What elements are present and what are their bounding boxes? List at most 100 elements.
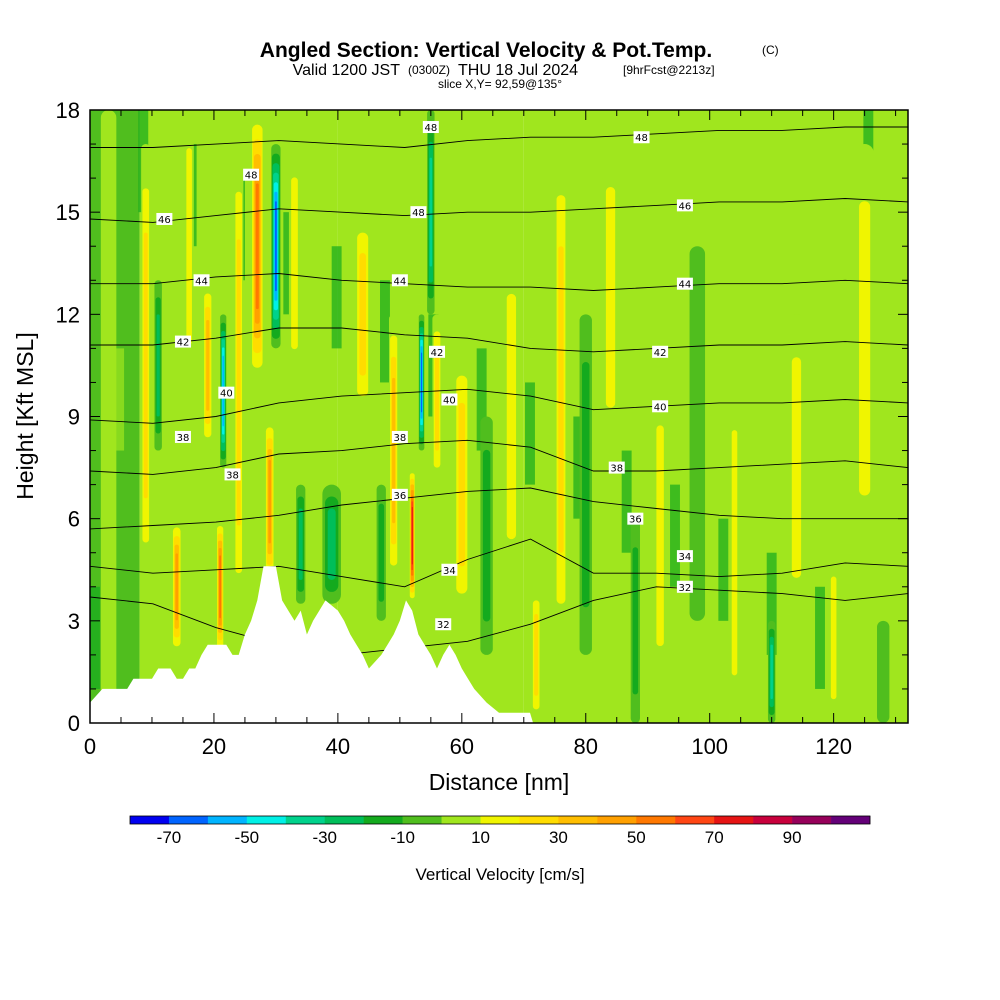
- colorbar-swatch: [675, 816, 715, 824]
- isoline-label-text: 42: [654, 348, 667, 359]
- velocity-cell: [877, 620, 890, 723]
- velocity-cell: [420, 352, 423, 413]
- isoline-label: 46: [676, 199, 693, 212]
- velocity-cell: [156, 314, 160, 417]
- velocity-streak: [766, 552, 777, 655]
- isoline-label-text: 36: [393, 491, 406, 502]
- y-tick-label: 9: [68, 405, 80, 430]
- velocity-cell: [770, 644, 773, 700]
- chart-title: Angled Section: Vertical Velocity & Pot.…: [260, 39, 712, 62]
- isoline-label: 48: [243, 168, 260, 182]
- isoline-label: 36: [391, 488, 408, 502]
- valid-z: (0300Z): [408, 63, 450, 77]
- y-tick-labels: 0 3 6 9 12 15 18: [56, 98, 80, 736]
- colorbar-swatch: [831, 816, 871, 824]
- velocity-cell: [458, 402, 466, 567]
- isoline-label: 40: [441, 393, 458, 406]
- isoline-label-bg: [410, 206, 427, 219]
- valid-prefix: Valid 1200 JST: [293, 62, 401, 79]
- x-tick-label: 20: [202, 734, 226, 759]
- x-tick-label: 80: [574, 734, 598, 759]
- isoline-label-text: 48: [635, 133, 648, 144]
- x-tick-label: 120: [815, 734, 852, 759]
- isoline-label: 34: [441, 563, 458, 577]
- velocity-streak: [742, 280, 753, 383]
- isoline-label-text: 44: [679, 280, 692, 291]
- isoline-label: 32: [435, 618, 452, 631]
- colorbar-swatch: [753, 816, 793, 824]
- isoline-label-text: 34: [443, 566, 456, 577]
- isoline-label-bg: [435, 618, 452, 631]
- velocity-streak: [283, 212, 294, 315]
- colorbar-swatch: [792, 816, 832, 824]
- velocity-streak: [162, 382, 173, 485]
- velocity-cell: [731, 430, 738, 676]
- chart-title-unit: (C): [762, 43, 779, 57]
- velocity-streak: [525, 382, 535, 485]
- theta-isolines: [90, 126, 908, 656]
- isoline-label: 40: [218, 386, 235, 400]
- colorbar-tick-label: 30: [549, 828, 568, 847]
- velocity-streak: [549, 144, 560, 247]
- isoline-label-text: 38: [393, 433, 406, 444]
- isoline-label: 32: [676, 580, 693, 594]
- isoline-label-bg: [224, 468, 241, 481]
- velocity-streak: [114, 348, 125, 451]
- velocity-streak: [331, 246, 342, 349]
- isoline-label-bg: [429, 345, 446, 358]
- isoline-label: 36: [627, 512, 644, 526]
- velocity-streak: [380, 280, 390, 383]
- isoline-44: [90, 273, 908, 291]
- y-tick-label: 12: [56, 302, 80, 327]
- velocity-cell: [378, 503, 385, 602]
- velocity-cell: [206, 320, 210, 411]
- y-tick-label: 3: [68, 609, 80, 634]
- isoline-48: [90, 126, 908, 148]
- x-tick-label: 40: [326, 734, 350, 759]
- isoline-label-bg: [676, 199, 693, 212]
- colorbar-swatch: [558, 816, 598, 824]
- colorbar-swatch: [402, 816, 442, 824]
- isoline-label-bg: [391, 430, 408, 443]
- velocity-features: [100, 110, 890, 723]
- velocity-cell: [274, 201, 277, 292]
- colorbar-frame: [129, 815, 871, 825]
- velocity-cell: [582, 362, 590, 608]
- isoline-label: 40: [652, 400, 669, 413]
- isoline-label: 44: [391, 274, 408, 287]
- colorbar-swatch: [480, 816, 520, 824]
- velocity-cell: [656, 425, 664, 647]
- colorbar-tick-label: -70: [157, 828, 182, 847]
- isoline-label: 38: [608, 461, 625, 475]
- isoline-label-bg: [391, 488, 408, 501]
- isoline-label: 46: [156, 212, 173, 226]
- isoline-label-text: 44: [195, 276, 208, 287]
- colorbar-tick-label: -50: [235, 828, 260, 847]
- isoline-34: [90, 538, 908, 588]
- colorbar-swatch: [207, 816, 248, 824]
- isoline-label: 42: [652, 345, 669, 359]
- isoline-label-text: 48: [412, 208, 425, 219]
- isoline-label: 38: [391, 430, 408, 444]
- velocity-streak: [452, 586, 463, 689]
- y-axis-label: Height [Kft MSL]: [12, 332, 38, 499]
- colorbar-swatch: [324, 816, 364, 824]
- velocity-cell: [558, 246, 564, 553]
- x-tick-label: 60: [450, 734, 474, 759]
- colorbar-swatch: [285, 816, 326, 824]
- isoline-label-bg: [676, 580, 693, 593]
- colorbar-tick-label: 10: [471, 828, 490, 847]
- isoline-label: 42: [174, 335, 191, 349]
- velocity-streak: [259, 450, 270, 553]
- isoline-label-text: 40: [443, 395, 456, 406]
- velocity-cell: [534, 614, 539, 696]
- velocity-streak: [476, 348, 487, 451]
- isoline-label-bg: [156, 212, 173, 225]
- velocity-cell: [100, 110, 117, 723]
- isoline-36: [90, 487, 908, 530]
- velocity-cell: [429, 157, 433, 267]
- velocity-cell: [411, 506, 413, 565]
- y-tick-label: 0: [68, 711, 80, 736]
- isoline-label-bg: [441, 393, 458, 406]
